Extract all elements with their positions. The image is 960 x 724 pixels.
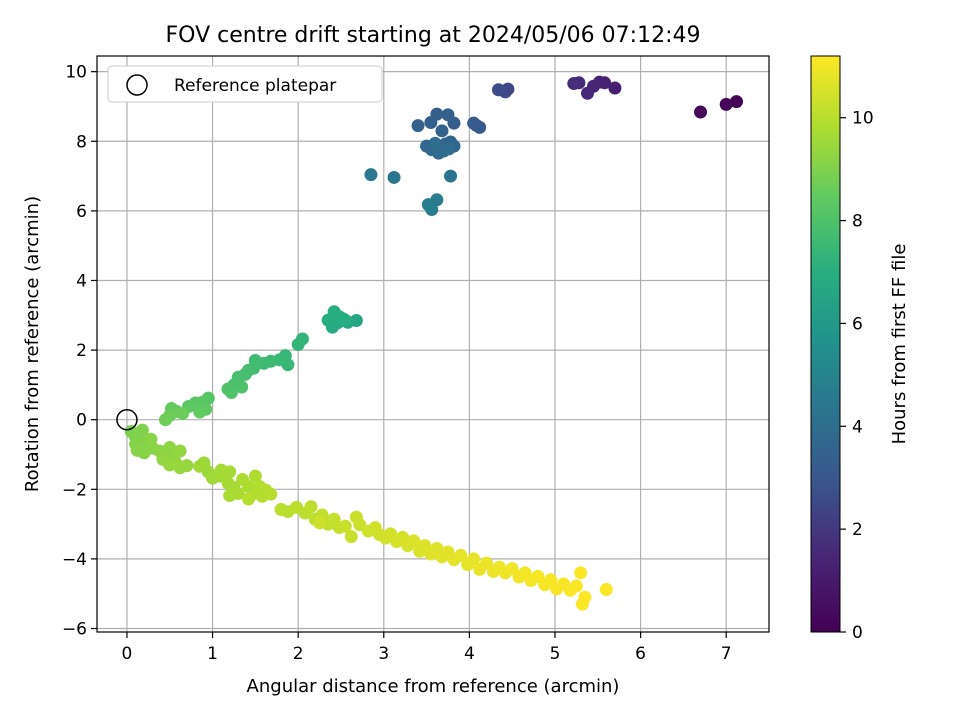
data-point <box>599 583 613 597</box>
data-point <box>608 81 622 95</box>
data-point <box>264 487 278 501</box>
y-tick-label: −6 <box>62 620 87 640</box>
data-point <box>467 116 481 130</box>
colorbar-tick-label: 0 <box>852 623 863 643</box>
chart-title: FOV centre drift starting at 2024/05/06 … <box>166 23 701 48</box>
data-point <box>338 519 352 533</box>
y-tick-label: 6 <box>76 202 87 222</box>
data-point <box>176 406 190 420</box>
data-point <box>719 97 733 111</box>
data-point <box>344 530 358 544</box>
data-point <box>441 108 455 122</box>
y-tick-label: 4 <box>76 271 87 291</box>
data-point <box>581 86 595 100</box>
y-axis-label: Rotation from reference (arcmin) <box>22 196 43 492</box>
data-point <box>235 380 249 394</box>
x-tick-label: 3 <box>378 644 389 664</box>
x-axis-label: Angular distance from reference (arcmin) <box>247 676 620 697</box>
x-tick-label: 5 <box>550 644 561 664</box>
x-tick-label: 7 <box>721 644 732 664</box>
data-point <box>411 119 425 133</box>
data-point <box>387 170 401 184</box>
data-point <box>424 115 438 129</box>
reference-marker-group <box>116 408 138 431</box>
data-point <box>364 168 378 182</box>
legend-marker-reference <box>126 74 148 96</box>
data-point <box>291 338 305 352</box>
legend-label-reference: Reference platepar <box>174 76 336 96</box>
x-tick-label: 2 <box>293 644 304 664</box>
data-point <box>694 105 708 119</box>
data-point <box>304 500 318 514</box>
data-point <box>454 548 468 562</box>
data-point <box>173 461 187 475</box>
plot-frame <box>96 55 770 633</box>
colorbar-tick-label: 2 <box>852 520 863 540</box>
x-axis-ticks: 0 1 2 3 4 5 6 7 <box>122 632 732 664</box>
data-points <box>124 75 743 611</box>
y-tick-label: 10 <box>65 63 87 83</box>
data-point <box>173 444 187 458</box>
data-point <box>491 83 505 97</box>
x-tick-label: 6 <box>635 644 646 664</box>
x-tick-label: 0 <box>122 644 133 664</box>
data-point <box>425 202 439 216</box>
data-point <box>193 459 207 473</box>
data-point <box>158 413 172 427</box>
data-point <box>407 534 421 548</box>
colorbar-tick-label: 10 <box>852 109 874 129</box>
data-point <box>231 486 245 500</box>
data-point <box>442 142 456 156</box>
data-point <box>578 590 592 604</box>
x-tick-label: 1 <box>207 644 218 664</box>
y-tick-label: 0 <box>76 411 87 431</box>
data-point <box>338 313 352 327</box>
data-point <box>163 441 177 455</box>
data-point <box>163 458 177 472</box>
data-point <box>467 552 481 566</box>
reference-platepar-marker <box>116 408 138 431</box>
data-point <box>248 469 262 483</box>
data-point <box>242 492 256 506</box>
colorbar-tick-label: 8 <box>852 212 863 232</box>
x-tick-label: 4 <box>464 644 475 664</box>
colorbar-label: Hours from first FF file <box>889 244 910 445</box>
data-point <box>313 516 327 530</box>
y-tick-label: −2 <box>62 480 87 500</box>
legend: Reference platepar <box>107 65 383 103</box>
data-point <box>144 432 158 446</box>
legend-box <box>107 65 383 103</box>
data-point <box>569 579 583 593</box>
colorbar-ticks: 0 2 4 6 8 10 <box>840 109 874 643</box>
y-axis-ticks: −6 −4 −2 0 2 4 6 8 10 <box>62 63 97 640</box>
data-point <box>444 169 458 183</box>
data-point <box>428 136 442 150</box>
data-point <box>193 405 207 419</box>
colorbar <box>810 55 841 633</box>
data-point <box>135 423 149 437</box>
data-point <box>435 124 449 138</box>
data-point <box>729 95 743 109</box>
colorbar-tick-label: 6 <box>852 314 863 334</box>
data-point <box>224 386 238 400</box>
data-point <box>574 566 588 580</box>
colorbar-tick-label: 4 <box>852 417 863 437</box>
data-point <box>223 465 237 479</box>
y-tick-label: 2 <box>76 341 87 361</box>
y-tick-label: 8 <box>76 132 87 152</box>
y-tick-label: −4 <box>62 550 87 570</box>
data-point <box>567 76 581 90</box>
